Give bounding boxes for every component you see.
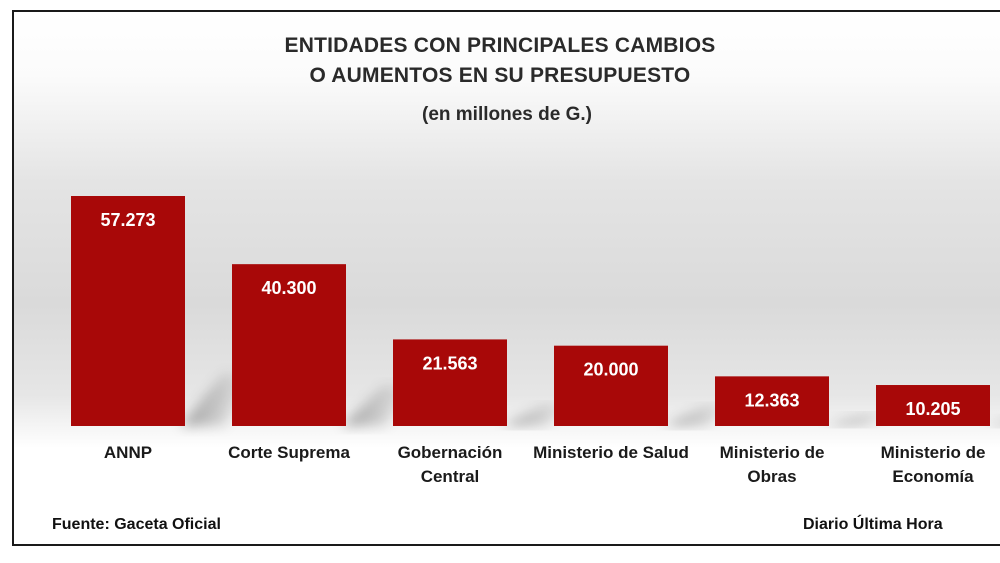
- category-label: Obras: [747, 467, 796, 486]
- bar-shadow: [825, 413, 891, 426]
- chart-subtitle: (en millones de G.): [422, 104, 592, 125]
- bar-shadow: [181, 374, 247, 426]
- category-label: Ministerio de: [881, 443, 986, 462]
- bar: [715, 376, 829, 426]
- category-label: Economía: [892, 467, 974, 486]
- bar: [393, 339, 507, 426]
- bar: [876, 385, 990, 426]
- category-label: Central: [421, 467, 480, 486]
- bar-shadow: [342, 385, 408, 426]
- source-note: Fuente: Gaceta Oficial: [52, 516, 221, 533]
- bar-value-label: 40.300: [261, 278, 316, 298]
- bar-value-label: 21.563: [422, 353, 477, 373]
- category-label: Corte Suprema: [228, 443, 350, 462]
- bar-shadow: [503, 404, 569, 426]
- chart-title-line-1: ENTIDADES CON PRINCIPALES CAMBIOS: [284, 34, 716, 57]
- bar-value-label: 10.205: [905, 399, 960, 419]
- bar: [71, 196, 185, 426]
- bar-value-label: 57.273: [100, 210, 155, 230]
- category-label: Ministerio de Salud: [533, 443, 689, 462]
- category-label: ANNP: [104, 443, 152, 462]
- bar-shadow: [664, 405, 730, 426]
- bar: [554, 345, 668, 426]
- category-label: Gobernación: [398, 443, 503, 462]
- bar-value-label: 20.000: [583, 360, 638, 380]
- chart-title-line-2: O AUMENTOS EN SU PRESUPUESTO: [309, 64, 691, 87]
- publisher-credit: Diario Última Hora: [803, 516, 943, 533]
- bar-shadow: [986, 422, 1000, 426]
- category-label: Ministerio de: [720, 443, 825, 462]
- bar: [232, 264, 346, 426]
- bar-value-label: 12.363: [744, 390, 799, 410]
